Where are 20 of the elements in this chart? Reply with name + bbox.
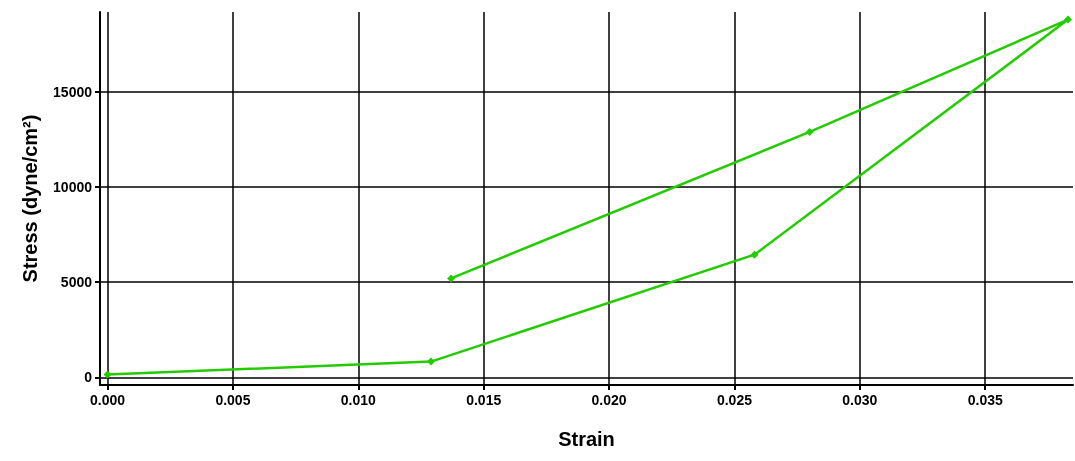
x-tick-label: 0.015 xyxy=(466,392,502,408)
y-tick-label: 0 xyxy=(84,369,93,386)
x-axis-title: Strain xyxy=(558,428,615,450)
y-tick-label: 10000 xyxy=(53,179,93,196)
y-tick-label: 15000 xyxy=(53,83,93,100)
y-tick-label: 5000 xyxy=(60,274,93,291)
x-tick-label: 0.030 xyxy=(842,392,878,408)
y-axis-title: Stress (dyne/cm²) xyxy=(19,114,41,283)
x-tick-label: 0.005 xyxy=(215,392,251,408)
point xyxy=(427,357,436,366)
point xyxy=(447,274,456,283)
x-tick-label: 0.000 xyxy=(90,392,126,408)
point xyxy=(805,127,814,136)
point xyxy=(103,370,112,379)
point xyxy=(1063,15,1072,24)
x-tick-label: 0.010 xyxy=(340,392,377,408)
x-tick-label: 0.020 xyxy=(591,392,627,408)
x-tick-label: 0.035 xyxy=(967,392,1003,408)
x-tick-label: 0.025 xyxy=(716,392,753,408)
point xyxy=(750,250,759,259)
